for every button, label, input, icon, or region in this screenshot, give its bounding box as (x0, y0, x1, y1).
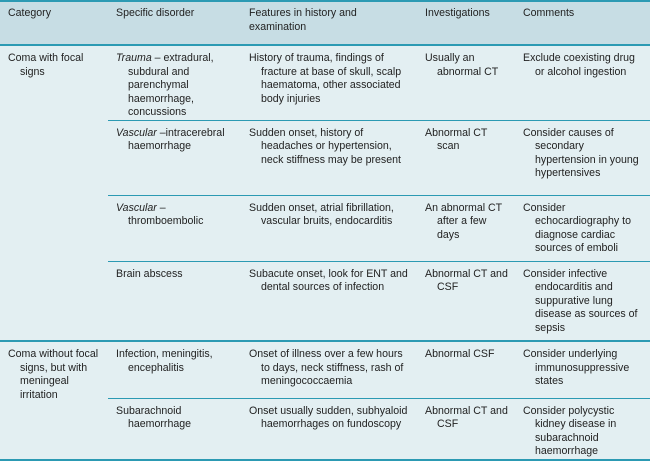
comments-cell: Consider infective endocarditis and supp… (515, 261, 650, 342)
comments-cell: Consider underlying immunosuppressive st… (515, 341, 650, 399)
disorder-cell: Vascular –intracerebral haemorrhage (108, 120, 241, 196)
disorder-type: Vascular (116, 126, 157, 139)
comments-cell: Exclude coexisting drug or alcohol inges… (515, 45, 650, 121)
features-cell: Onset of illness over a few hours to day… (241, 341, 417, 399)
category-cell: Coma with focal signs (0, 45, 108, 342)
disorder-text: – thromboembolic (128, 201, 204, 228)
features-cell: History of trauma, findings of fracture … (241, 45, 417, 121)
disorder-text: – extradural, subdural and parenchymal h… (128, 52, 214, 118)
header-category: Category (0, 1, 108, 45)
investigations-cell: Abnormal CSF (417, 341, 515, 399)
disorder-type: Vascular (116, 201, 157, 214)
header-row: Category Specific disorder Features in h… (0, 1, 650, 45)
table-row: Vascular –intracerebral haemorrhage Sudde… (0, 120, 650, 196)
investigations-cell: Abnormal CT and CSF (417, 398, 515, 461)
disorder-text: Subarachnoid haemorrhage (116, 404, 192, 431)
features-cell: Onset usually sudden, subhyaloid haemorr… (241, 398, 417, 461)
comments-cell: Consider polycystic kidney disease in su… (515, 398, 650, 461)
investigations-cell: Abnormal CT and CSF (417, 261, 515, 342)
investigations-cell: Usually an abnormal CT (417, 45, 515, 121)
disorder-text: Infection, meningitis, encephalitis (116, 348, 213, 374)
header-disorder: Specific disorder (108, 1, 241, 45)
features-cell: Sudden onset, history of headaches or hy… (241, 120, 417, 196)
disorder-type: Trauma (116, 52, 152, 64)
comments-cell: Consider echocardiography to diagnose ca… (515, 195, 650, 262)
features-cell: Sudden onset, atrial fibrillation, vascu… (241, 195, 417, 262)
disorder-cell: Trauma – extradural, subdural and parenc… (108, 45, 241, 121)
disorder-cell: Infection, meningitis, encephalitis (108, 341, 241, 399)
disorder-cell: Vascular – thromboembolic (108, 195, 241, 262)
table-row: Vascular – thromboembolic Sudden onset, a… (0, 195, 650, 262)
category-cell: Coma without focal signs, but with menin… (0, 341, 108, 461)
investigations-cell: An abnormal CT after a few days (417, 195, 515, 262)
header-investigations: Investigations (417, 1, 515, 45)
investigations-cell: Abnormal CT scan (417, 120, 515, 196)
header-features: Features in history and examination (241, 1, 417, 45)
comments-cell: Consider causes of secondary hypertensio… (515, 120, 650, 196)
disorder-cell: Subarachnoid haemorrhage (108, 398, 241, 461)
disorder-text: –intracerebral haemorrhage (128, 126, 225, 153)
disorder-cell: Brain abscess (108, 261, 241, 342)
header-comments: Comments (515, 1, 650, 45)
features-cell: Subacute onset, look for ENT and dental … (241, 261, 417, 342)
table-row: Brain abscess Subacute onset, look for EN… (0, 261, 650, 342)
table-row: Coma with focal signs Trauma – extradural… (0, 45, 650, 342)
table-row: Coma without focal signs, but with menin… (0, 341, 650, 461)
disorder-text: Brain abscess (116, 267, 183, 280)
